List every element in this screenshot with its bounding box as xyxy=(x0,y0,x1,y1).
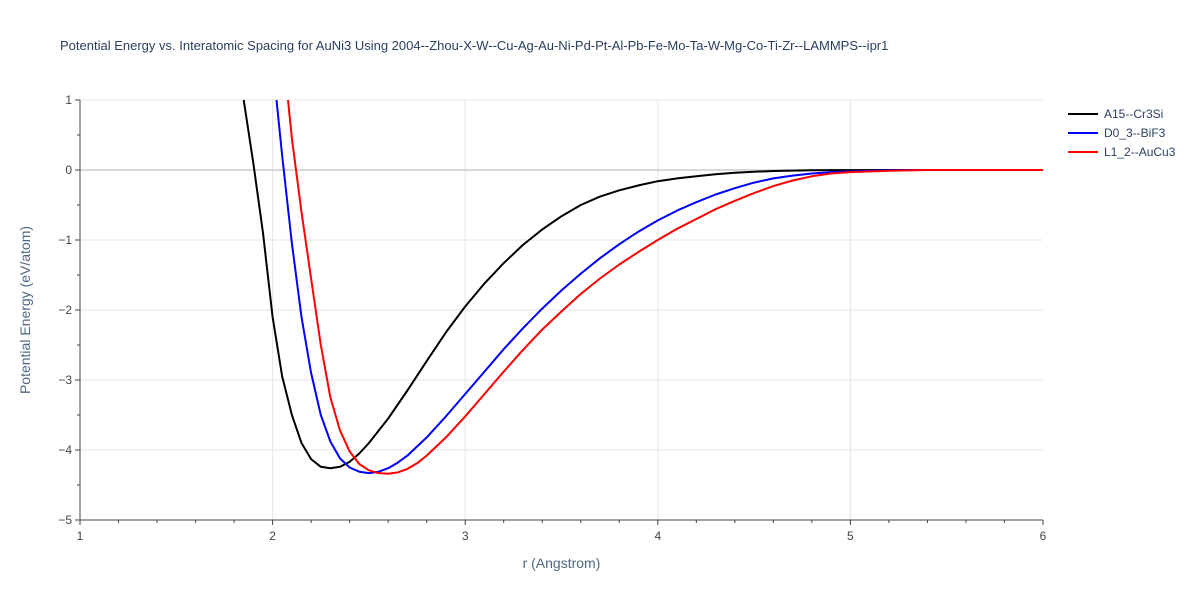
y-tick-label: −4 xyxy=(58,443,72,457)
legend-item-d0-3-bif3[interactable]: D0_3--BiF3 xyxy=(1068,126,1166,140)
y-tick-label: −1 xyxy=(58,233,72,247)
x-tick-label: 4 xyxy=(654,529,661,543)
legend-label: A15--Cr3Si xyxy=(1104,107,1163,121)
legend-item-l1-2-aucu3[interactable]: L1_2--AuCu3 xyxy=(1068,145,1176,159)
legend-item-a15-cr3si[interactable]: A15--Cr3Si xyxy=(1068,107,1163,121)
legend-label: L1_2--AuCu3 xyxy=(1104,145,1176,159)
plot-area xyxy=(242,99,1043,475)
legend[interactable]: A15--Cr3Si D0_3--BiF3 L1_2--AuCu3 xyxy=(1068,107,1176,159)
y-tick-label: −3 xyxy=(58,373,72,387)
y-tick-label: −2 xyxy=(58,303,72,317)
x-axis-ticks: 1 2 3 4 5 6 xyxy=(77,520,1047,543)
series-line-d0-3-bif3 xyxy=(275,99,1043,475)
series-group xyxy=(242,99,1043,475)
y-axis-label: Potential Energy (eV/atom) xyxy=(17,226,33,394)
series-line-a15-cr3si xyxy=(242,99,1043,470)
chart-title: Potential Energy vs. Interatomic Spacing… xyxy=(60,38,888,53)
x-tick-label: 3 xyxy=(462,529,469,543)
series-line-l1-2-aucu3 xyxy=(287,99,1043,475)
y-tick-label: 0 xyxy=(65,163,72,177)
x-tick-label: 6 xyxy=(1040,529,1047,543)
x-tick-label: 1 xyxy=(77,529,84,543)
legend-label: D0_3--BiF3 xyxy=(1104,126,1166,140)
x-axis-label: r (Angstrom) xyxy=(523,555,601,571)
y-tick-label: 1 xyxy=(65,93,72,107)
x-tick-label: 2 xyxy=(269,529,276,543)
y-axis-ticks: 1 0 −1 −2 −3 −4 −5 xyxy=(58,93,80,527)
x-tick-label: 5 xyxy=(847,529,854,543)
y-tick-label: −5 xyxy=(58,513,72,527)
